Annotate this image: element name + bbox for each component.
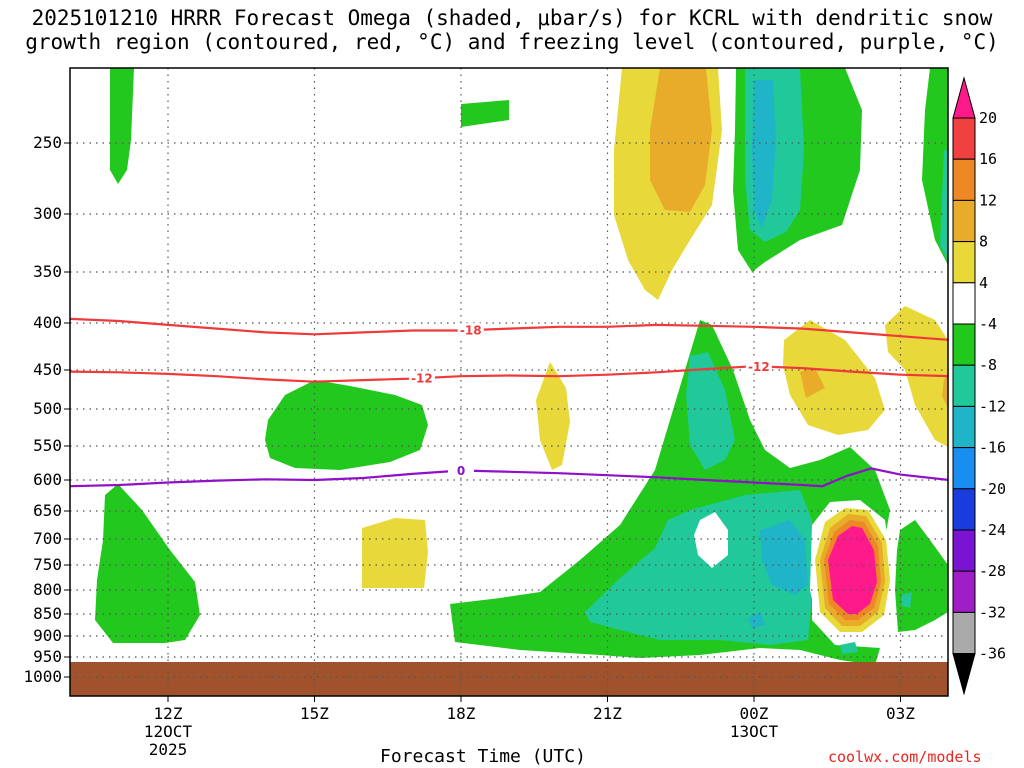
colorbar-swatch bbox=[952, 364, 976, 407]
colorbar-label: 8 bbox=[979, 233, 988, 251]
contour-line bbox=[70, 365, 948, 383]
y-tick-label: 950 bbox=[33, 647, 62, 666]
colorbar-swatch bbox=[952, 570, 976, 613]
x-tick-label: 21Z bbox=[593, 704, 622, 723]
contour-line bbox=[70, 317, 948, 341]
colorbar-label: -36 bbox=[979, 645, 1006, 663]
x-tick-date-label: 13OCT bbox=[730, 722, 779, 741]
omega-region-pos20 bbox=[828, 526, 877, 614]
y-axis: 250 300 350 400 450 500 550 600 650 700 750 800 850 9… bbox=[23, 133, 70, 686]
chart-title: 2025101210 HRRR Forecast Omega (shaded, … bbox=[0, 6, 1024, 54]
omega-region-neg8 bbox=[940, 150, 948, 262]
contour-label-bg bbox=[457, 323, 484, 338]
colorbar-label: -4 bbox=[979, 315, 997, 333]
omega-region-pos8 bbox=[800, 368, 825, 398]
contour-label: -18 bbox=[460, 324, 482, 338]
contour-label: -12 bbox=[411, 372, 433, 386]
colorbar: 20 16 12 8 4 -4 -8 -12 -16 -20 -24 -28 -32 -36 bbox=[952, 76, 1006, 696]
colorbar-label: -32 bbox=[979, 603, 1006, 621]
colorbar-label: -16 bbox=[979, 439, 1006, 457]
colorbar-swatch bbox=[952, 282, 976, 325]
colorbar-label: 4 bbox=[979, 274, 988, 292]
y-tick-label: 750 bbox=[33, 555, 62, 574]
omega-region-neg8 bbox=[686, 352, 735, 470]
contour-line bbox=[70, 467, 948, 488]
colorbar-swatch bbox=[952, 405, 976, 449]
colorbar-swatch bbox=[952, 199, 976, 243]
chart-title-line1: 2025101210 HRRR Forecast Omega (shaded, … bbox=[31, 6, 993, 30]
omega-region-neg4 bbox=[895, 520, 948, 632]
omega-region-neg12 bbox=[748, 612, 765, 628]
colorbar-swatch bbox=[952, 323, 976, 366]
x-tick-year-label: 2025 bbox=[149, 740, 188, 759]
colorbar-top-triangle bbox=[952, 76, 976, 119]
x-tick-label: 15Z bbox=[300, 704, 329, 723]
y-tick-label: 400 bbox=[33, 313, 62, 332]
omega-region-pos8 bbox=[942, 372, 948, 408]
colorbar-label: -24 bbox=[979, 521, 1006, 539]
omega-region-neg12 bbox=[752, 80, 776, 228]
colorbar-swatch bbox=[952, 447, 976, 490]
colorbar-swatch bbox=[952, 241, 976, 284]
colorbar-swatch bbox=[952, 117, 976, 160]
gridlines bbox=[70, 68, 948, 696]
y-tick-label: 500 bbox=[33, 399, 62, 418]
omega-region-pos4 bbox=[783, 320, 885, 435]
colorbar-label: 16 bbox=[979, 150, 997, 168]
y-tick-label: 800 bbox=[33, 580, 62, 599]
x-tick-label: 18Z bbox=[447, 704, 476, 723]
omega-region-neg8 bbox=[585, 490, 812, 645]
colorbar-label: -28 bbox=[979, 562, 1006, 580]
x-tick-label: 03Z bbox=[886, 704, 915, 723]
y-tick-label: 350 bbox=[33, 262, 62, 281]
colorbar-label: -20 bbox=[979, 480, 1006, 498]
y-tick-label: 250 bbox=[33, 133, 62, 152]
colorbar-label: -8 bbox=[979, 356, 997, 374]
y-tick-label: 450 bbox=[33, 360, 62, 379]
colorbar-bottom-triangle bbox=[952, 653, 976, 696]
contour-label: -12 bbox=[748, 360, 770, 374]
y-tick-label: 300 bbox=[33, 204, 62, 223]
plot-frame bbox=[69, 67, 949, 697]
omega-region-pos4 bbox=[362, 518, 428, 588]
x-tick-date-label: 12OCT bbox=[144, 722, 193, 741]
colorbar-swatch bbox=[952, 529, 976, 572]
y-tick-label: 550 bbox=[33, 436, 62, 455]
omega-region-neg4 bbox=[265, 380, 428, 470]
omega-region-neg8 bbox=[840, 642, 858, 654]
y-tick-label: 900 bbox=[33, 626, 62, 645]
contour-label-bg bbox=[408, 371, 435, 386]
colorbar-label: 12 bbox=[979, 191, 997, 209]
omega-region-neg4 bbox=[110, 68, 134, 184]
contour-lines: -18 -12 -12 0 bbox=[70, 317, 948, 488]
colorbar-swatch bbox=[952, 488, 976, 531]
y-tick-label: 700 bbox=[33, 529, 62, 548]
omega-shading bbox=[70, 68, 948, 696]
omega-region-pos8 bbox=[650, 68, 712, 212]
contour-label-bg bbox=[447, 463, 474, 478]
colorbar-label: 20 bbox=[979, 109, 997, 127]
colorbar-label: -12 bbox=[979, 397, 1006, 415]
terrain-below-surface bbox=[70, 662, 948, 696]
omega-region-neg4 bbox=[95, 484, 200, 643]
contour-label: 0 bbox=[457, 464, 465, 478]
y-tick-label: 850 bbox=[33, 604, 62, 623]
x-tick-label: 00Z bbox=[740, 704, 769, 723]
colorbar-swatch bbox=[952, 158, 976, 201]
x-tick-label: 12Z bbox=[154, 704, 183, 723]
x-axis-label: Forecast Time (UTC) bbox=[380, 746, 586, 767]
y-tick-label: 600 bbox=[33, 470, 62, 489]
omega-region-pos4 bbox=[536, 362, 570, 470]
omega-region-zero bbox=[694, 512, 728, 568]
colorbar-swatch bbox=[952, 611, 976, 655]
credit-link[interactable]: coolwx.com/models bbox=[828, 748, 982, 766]
y-tick-label: 1000 bbox=[23, 667, 62, 686]
omega-region-neg8 bbox=[902, 592, 912, 608]
chart-title-line2: growth region (contoured, red, °C) and f… bbox=[25, 30, 999, 54]
y-tick-label: 650 bbox=[33, 501, 62, 520]
contour-label-bg bbox=[745, 359, 772, 374]
omega-region-neg4 bbox=[461, 100, 509, 127]
